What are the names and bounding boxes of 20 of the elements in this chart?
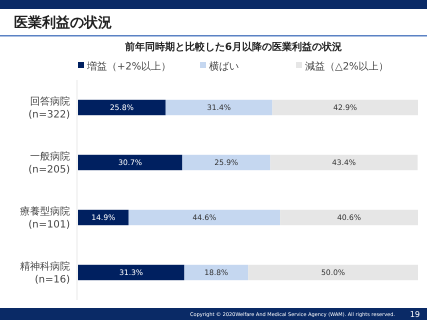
legend-label: 横ばい bbox=[209, 60, 239, 72]
legend-label: 減益（△2%以上） bbox=[305, 60, 389, 72]
y-tick-label: 回答病院 (n=322) bbox=[28, 96, 70, 120]
bar bbox=[272, 100, 418, 116]
bar bbox=[128, 210, 280, 226]
bar bbox=[78, 154, 182, 170]
bar bbox=[78, 264, 184, 280]
bar bbox=[280, 210, 418, 226]
bar bbox=[248, 264, 418, 280]
bar bbox=[270, 154, 418, 170]
bar bbox=[182, 154, 270, 170]
y-tick-label: 精神科病院 (n=16) bbox=[20, 260, 70, 286]
bar bbox=[78, 100, 166, 116]
chart-subtitle: 前年同時期と比較した6月以降の医業利益の状況 bbox=[124, 41, 342, 53]
y-tick-label: 一般病院 (n=205) bbox=[28, 150, 70, 176]
legend-label: 増益（+2%以上） bbox=[86, 60, 172, 72]
text: 19 bbox=[410, 310, 420, 319]
chart-title: 医業利益の状況 bbox=[14, 15, 112, 31]
y-tick-label: 療養型病院 (n=101) bbox=[20, 206, 70, 230]
bar bbox=[166, 100, 272, 116]
